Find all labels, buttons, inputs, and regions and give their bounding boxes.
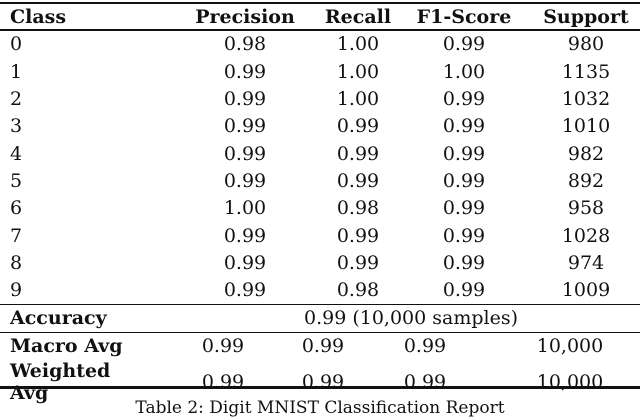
header-cell-class: Class [10,5,67,28]
cell-f1-score: 0.99 [403,335,447,358]
cell-support: 958 [567,197,605,220]
cell-f1-score: 0.99 [442,88,486,111]
header-cell-precision: Precision [195,5,295,28]
cell-class: 5 [10,169,23,192]
cell-support: 974 [567,251,605,274]
cell-recall: 1.00 [336,88,380,111]
cell-f1-score: 0.99 [442,169,486,192]
table-header-row: Class Precision Recall F1-Score Support [0,4,640,29]
accuracy-value: 0.99 (10,000 samples) [303,307,519,330]
header-cell-support: Support [543,5,629,28]
table-row-class-4: 4 0.99 0.99 0.99 982 [0,140,640,167]
cell-f1-score: 0.99 [442,197,486,220]
cell-support: 980 [567,33,605,56]
table-caption: Table 2: Digit MNIST Classification Repo… [135,397,505,418]
header-cell-f1-score: F1-Score [416,5,512,28]
cell-recall: 0.99 [336,224,380,247]
cell-precision: 0.99 [223,169,267,192]
table-row-class-1: 1 0.99 1.00 1.00 1135 [0,58,640,85]
cell-class: 2 [10,88,23,111]
cell-precision: 0.99 [223,224,267,247]
cell-class: 6 [10,197,23,220]
cell-f1-score: 0.99 [442,115,486,138]
cell-recall: 0.98 [336,279,380,302]
cell-precision: 0.99 [201,335,245,358]
cell-support: 1028 [561,224,611,247]
cell-precision: 0.99 [223,279,267,302]
cell-support: 10,000 [536,335,604,358]
cell-support: 1032 [561,88,611,111]
cell-f1-score: 0.99 [442,33,486,56]
cell-support: 892 [567,169,605,192]
weighted-avg-row: Weighted Avg 0.99 0.99 0.99 10,000 [0,360,640,404]
cell-class: 3 [10,115,23,138]
cell-precision: 0.98 [223,33,267,56]
cell-recall: 1.00 [336,33,380,56]
table-row-class-7: 7 0.99 0.99 0.99 1028 [0,222,640,249]
cell-class: 8 [10,251,23,274]
weighted-avg-label: Weighted Avg [10,359,111,404]
cell-precision: 1.00 [223,197,267,220]
cell-f1-score: 1.00 [442,60,486,83]
cell-recall: 0.99 [301,335,345,358]
cell-precision: 0.99 [223,142,267,165]
cell-support: 1010 [561,115,611,138]
cell-f1-score: 0.99 [442,279,486,302]
cell-f1-score: 0.99 [442,251,486,274]
cell-f1-score: 0.99 [403,370,447,393]
table-row-class-3: 3 0.99 0.99 0.99 1010 [0,113,640,140]
cell-support: 982 [567,142,605,165]
cell-class: 1 [10,60,23,83]
cell-support: 10,000 [536,370,604,393]
cell-class: 4 [10,142,23,165]
cell-support: 1135 [561,60,611,83]
cell-recall: 0.99 [336,251,380,274]
top-rule [0,2,640,5]
cell-precision: 0.99 [201,370,245,393]
bottom-rule [0,386,640,389]
accuracy-label: Accuracy [10,307,107,330]
cell-class: 0 [10,33,23,56]
cell-precision: 0.99 [223,88,267,111]
table-row-class-9: 9 0.99 0.98 0.99 1009 [0,276,640,303]
cell-support: 1009 [561,279,611,302]
cell-f1-score: 0.99 [442,224,486,247]
table-row-class-6: 6 1.00 0.98 0.99 958 [0,195,640,222]
table-row-class-8: 8 0.99 0.99 0.99 974 [0,249,640,276]
header-cell-recall: Recall [324,5,392,28]
table-row-class-2: 2 0.99 1.00 0.99 1032 [0,85,640,112]
cell-class: 9 [10,279,23,302]
pre-accuracy-rule [0,303,640,306]
cell-recall: 1.00 [336,60,380,83]
cell-recall: 0.99 [336,142,380,165]
cell-precision: 0.99 [223,115,267,138]
header-rule [0,29,640,31]
cell-precision: 0.99 [223,251,267,274]
cell-f1-score: 0.99 [442,142,486,165]
cell-class: 7 [10,224,23,247]
macro-avg-row: Macro Avg 0.99 0.99 0.99 10,000 [0,333,640,360]
post-accuracy-rule [0,331,640,334]
accuracy-row: Accuracy 0.99 (10,000 samples) [0,305,640,332]
cell-recall: 0.99 [336,115,380,138]
cell-recall: 0.98 [336,197,380,220]
table-row-class-5: 5 0.99 0.99 0.99 892 [0,167,640,194]
cell-recall: 0.99 [301,370,345,393]
table-row-class-0: 0 0.98 1.00 0.99 980 [0,31,640,58]
macro-avg-label: Macro Avg [10,335,123,358]
cell-precision: 0.99 [223,60,267,83]
cell-recall: 0.99 [336,169,380,192]
